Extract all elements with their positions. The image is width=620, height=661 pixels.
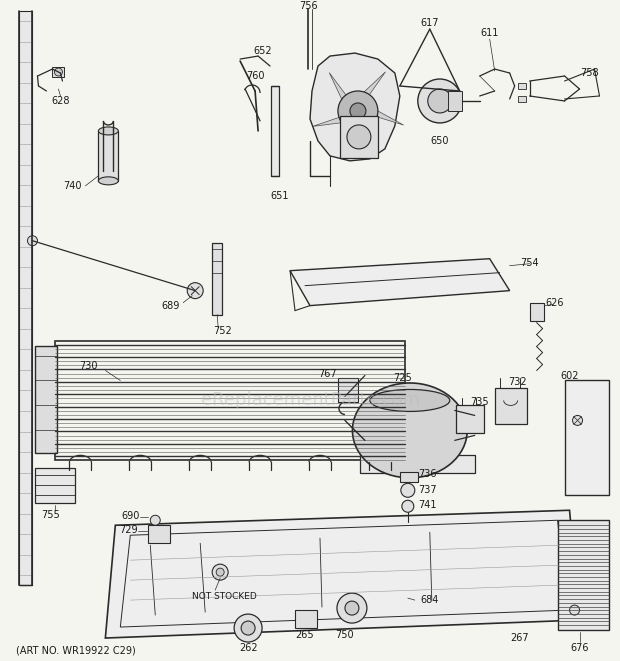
Polygon shape xyxy=(312,111,358,126)
Text: 725: 725 xyxy=(394,373,412,383)
Text: 737: 737 xyxy=(418,485,437,495)
Text: 651: 651 xyxy=(271,191,290,201)
Ellipse shape xyxy=(352,383,467,478)
Bar xyxy=(456,405,484,434)
Circle shape xyxy=(401,483,415,497)
Bar xyxy=(99,131,118,181)
Polygon shape xyxy=(358,111,364,159)
Circle shape xyxy=(55,68,63,76)
Circle shape xyxy=(27,236,37,246)
Text: 729: 729 xyxy=(119,525,138,535)
Polygon shape xyxy=(290,258,510,305)
Text: 730: 730 xyxy=(79,360,97,371)
Circle shape xyxy=(418,79,462,123)
Text: 617: 617 xyxy=(420,18,439,28)
Text: 754: 754 xyxy=(520,258,539,268)
Circle shape xyxy=(570,605,580,615)
Text: 684: 684 xyxy=(420,595,439,605)
Bar xyxy=(271,86,279,176)
Text: 262: 262 xyxy=(239,643,257,653)
Bar xyxy=(557,520,609,630)
Polygon shape xyxy=(358,111,404,125)
Text: 740: 740 xyxy=(63,181,82,191)
Ellipse shape xyxy=(370,389,450,411)
Text: 602: 602 xyxy=(560,371,579,381)
Bar xyxy=(295,610,317,628)
Ellipse shape xyxy=(99,177,118,185)
Bar xyxy=(448,91,462,111)
Text: 267: 267 xyxy=(510,633,529,643)
Text: 741: 741 xyxy=(418,500,437,510)
Text: 611: 611 xyxy=(480,28,499,38)
Circle shape xyxy=(337,593,367,623)
Bar xyxy=(518,96,526,102)
Text: 650: 650 xyxy=(430,136,449,146)
Circle shape xyxy=(212,564,228,580)
Bar xyxy=(565,381,609,495)
Text: 756: 756 xyxy=(299,1,317,11)
Text: 767: 767 xyxy=(319,369,337,379)
Ellipse shape xyxy=(99,127,118,135)
Text: 755: 755 xyxy=(41,510,60,520)
Polygon shape xyxy=(358,72,386,111)
Circle shape xyxy=(345,601,359,615)
Bar xyxy=(340,116,378,158)
Text: 690: 690 xyxy=(121,511,140,522)
Text: 628: 628 xyxy=(51,96,69,106)
Circle shape xyxy=(350,103,366,119)
Polygon shape xyxy=(105,510,580,638)
Bar xyxy=(212,243,222,315)
Circle shape xyxy=(347,125,371,149)
Circle shape xyxy=(241,621,255,635)
Text: (ART NO. WR19922 C29): (ART NO. WR19922 C29) xyxy=(16,645,135,655)
Text: 760: 760 xyxy=(246,71,264,81)
Bar xyxy=(53,67,64,77)
Text: NOT STOCKED: NOT STOCKED xyxy=(192,592,257,601)
Circle shape xyxy=(428,89,452,113)
Circle shape xyxy=(572,415,583,426)
Bar xyxy=(529,303,544,321)
Bar xyxy=(400,473,418,483)
Text: 758: 758 xyxy=(580,68,599,78)
Text: 732: 732 xyxy=(508,377,527,387)
Text: eReplacementParts.com: eReplacementParts.com xyxy=(200,391,420,409)
Circle shape xyxy=(150,516,160,525)
Circle shape xyxy=(402,500,414,512)
Circle shape xyxy=(338,91,378,131)
Text: 676: 676 xyxy=(570,643,589,653)
Bar xyxy=(338,379,358,403)
Bar xyxy=(19,11,32,585)
Text: 750: 750 xyxy=(335,630,354,640)
Circle shape xyxy=(187,283,203,299)
Bar xyxy=(35,469,76,503)
Text: 689: 689 xyxy=(161,301,179,311)
Text: 265: 265 xyxy=(296,630,314,640)
Text: 626: 626 xyxy=(546,297,564,307)
Circle shape xyxy=(216,568,224,576)
Polygon shape xyxy=(310,53,400,161)
Bar xyxy=(518,83,526,89)
Text: 736: 736 xyxy=(418,469,437,479)
Text: 752: 752 xyxy=(213,326,231,336)
Bar xyxy=(55,340,405,460)
Text: 735: 735 xyxy=(471,397,489,407)
Bar xyxy=(495,389,526,424)
Bar xyxy=(35,346,58,453)
Circle shape xyxy=(234,614,262,642)
Bar xyxy=(148,525,171,543)
Bar xyxy=(360,455,475,473)
Text: 652: 652 xyxy=(254,46,272,56)
Polygon shape xyxy=(329,73,358,111)
